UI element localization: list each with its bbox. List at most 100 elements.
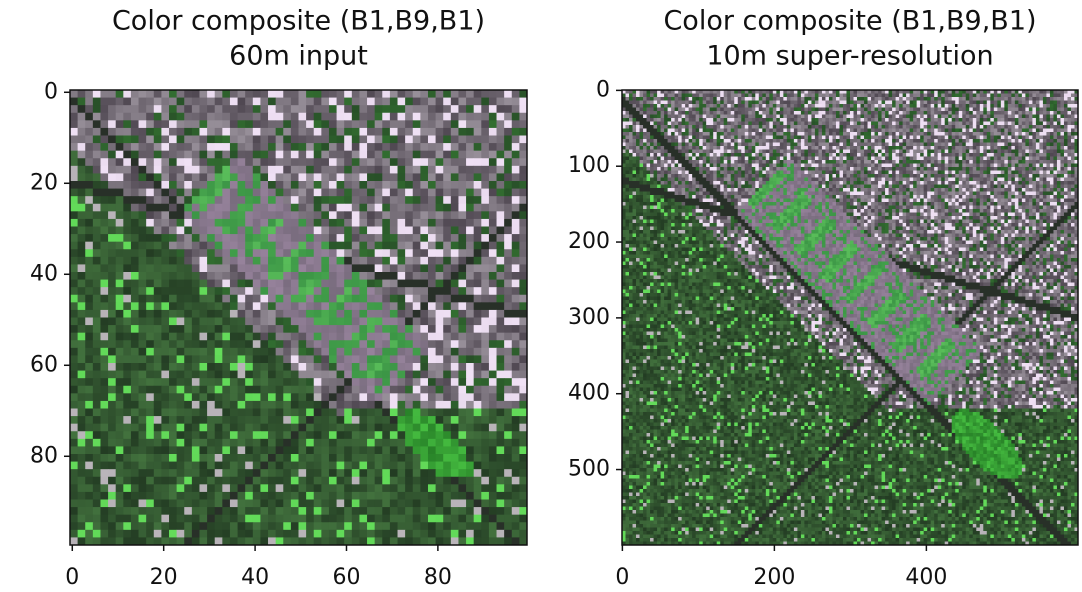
pixel: [913, 101, 917, 105]
pixel: [903, 108, 907, 112]
pixel: [139, 530, 147, 538]
pixel: [154, 446, 162, 454]
pixel: [405, 105, 413, 113]
pixel: [398, 211, 406, 219]
pixel: [100, 439, 108, 447]
pixel: [443, 120, 451, 128]
pixel: [759, 115, 763, 119]
pixel: [836, 97, 840, 101]
pixel: [997, 115, 1001, 119]
pixel: [131, 143, 139, 151]
pixel: [443, 90, 451, 98]
pixel: [696, 125, 700, 129]
pixel: [512, 507, 520, 515]
pixel: [352, 257, 360, 265]
pixel: [329, 393, 337, 401]
pixel: [78, 454, 86, 462]
pixel: [131, 522, 139, 530]
pixel: [741, 118, 745, 122]
pixel: [337, 507, 345, 515]
pixel: [123, 386, 131, 394]
pixel: [375, 158, 383, 166]
pixel: [199, 120, 207, 128]
pixel: [519, 454, 527, 462]
pixel: [474, 416, 482, 424]
pixel: [291, 143, 299, 151]
pixel: [382, 477, 390, 485]
pixel: [268, 386, 276, 394]
pixel: [920, 122, 924, 126]
pixel: [177, 181, 185, 189]
pixel: [489, 477, 497, 485]
pixel: [207, 128, 215, 136]
pixel: [497, 227, 505, 235]
pixel: [154, 416, 162, 424]
pixel: [519, 143, 527, 151]
pixel: [131, 90, 139, 98]
pixel: [222, 355, 230, 363]
pixel: [375, 492, 383, 500]
pixel: [871, 108, 875, 112]
pixel: [428, 416, 436, 424]
pixel: [699, 104, 703, 108]
pixel: [861, 122, 865, 126]
pixel: [413, 439, 421, 447]
pixel: [512, 310, 520, 318]
pixel: [291, 386, 299, 394]
pixel: [815, 118, 819, 122]
pixel: [696, 122, 700, 126]
pixel: [519, 196, 527, 204]
pixel: [154, 158, 162, 166]
pixel: [245, 98, 253, 106]
pixel: [1043, 118, 1047, 122]
pixel: [731, 101, 735, 105]
pixel: [139, 113, 147, 121]
pixel: [161, 113, 169, 121]
pixel: [314, 143, 322, 151]
pixel: [131, 416, 139, 424]
pixel: [192, 409, 200, 417]
pixel: [199, 196, 207, 204]
pixel: [466, 431, 474, 439]
pixel: [390, 280, 398, 288]
pixel: [892, 122, 896, 126]
pixel: [748, 94, 752, 98]
pixel: [1015, 115, 1019, 119]
pixel: [808, 125, 812, 129]
pixel: [184, 280, 192, 288]
pixel: [783, 122, 787, 126]
pixel: [131, 166, 139, 174]
pixel: [359, 477, 367, 485]
pixel: [375, 189, 383, 197]
pixel: [123, 454, 131, 462]
pixel: [222, 318, 230, 326]
pixel: [481, 280, 489, 288]
pixel: [420, 189, 428, 197]
pixel: [329, 310, 337, 318]
pixel: [382, 166, 390, 174]
pixel: [1032, 104, 1036, 108]
pixel: [268, 98, 276, 106]
pixel: [283, 462, 291, 470]
pixel: [504, 318, 512, 326]
pixel: [299, 431, 307, 439]
pixel: [398, 477, 406, 485]
pixel: [78, 234, 86, 242]
pixel: [276, 355, 284, 363]
pixel: [413, 363, 421, 371]
pixel: [748, 118, 752, 122]
pixel: [1064, 108, 1068, 112]
pixel: [344, 431, 352, 439]
pixel: [100, 333, 108, 341]
pixel: [850, 97, 854, 101]
pixel: [184, 173, 192, 181]
pixel: [108, 409, 116, 417]
pixel: [713, 97, 717, 101]
pixel: [489, 257, 497, 265]
pixel: [169, 128, 177, 136]
pixel: [184, 219, 192, 227]
pixel: [215, 492, 223, 500]
pixel: [306, 522, 314, 530]
pixel: [474, 166, 482, 174]
pixel: [390, 227, 398, 235]
